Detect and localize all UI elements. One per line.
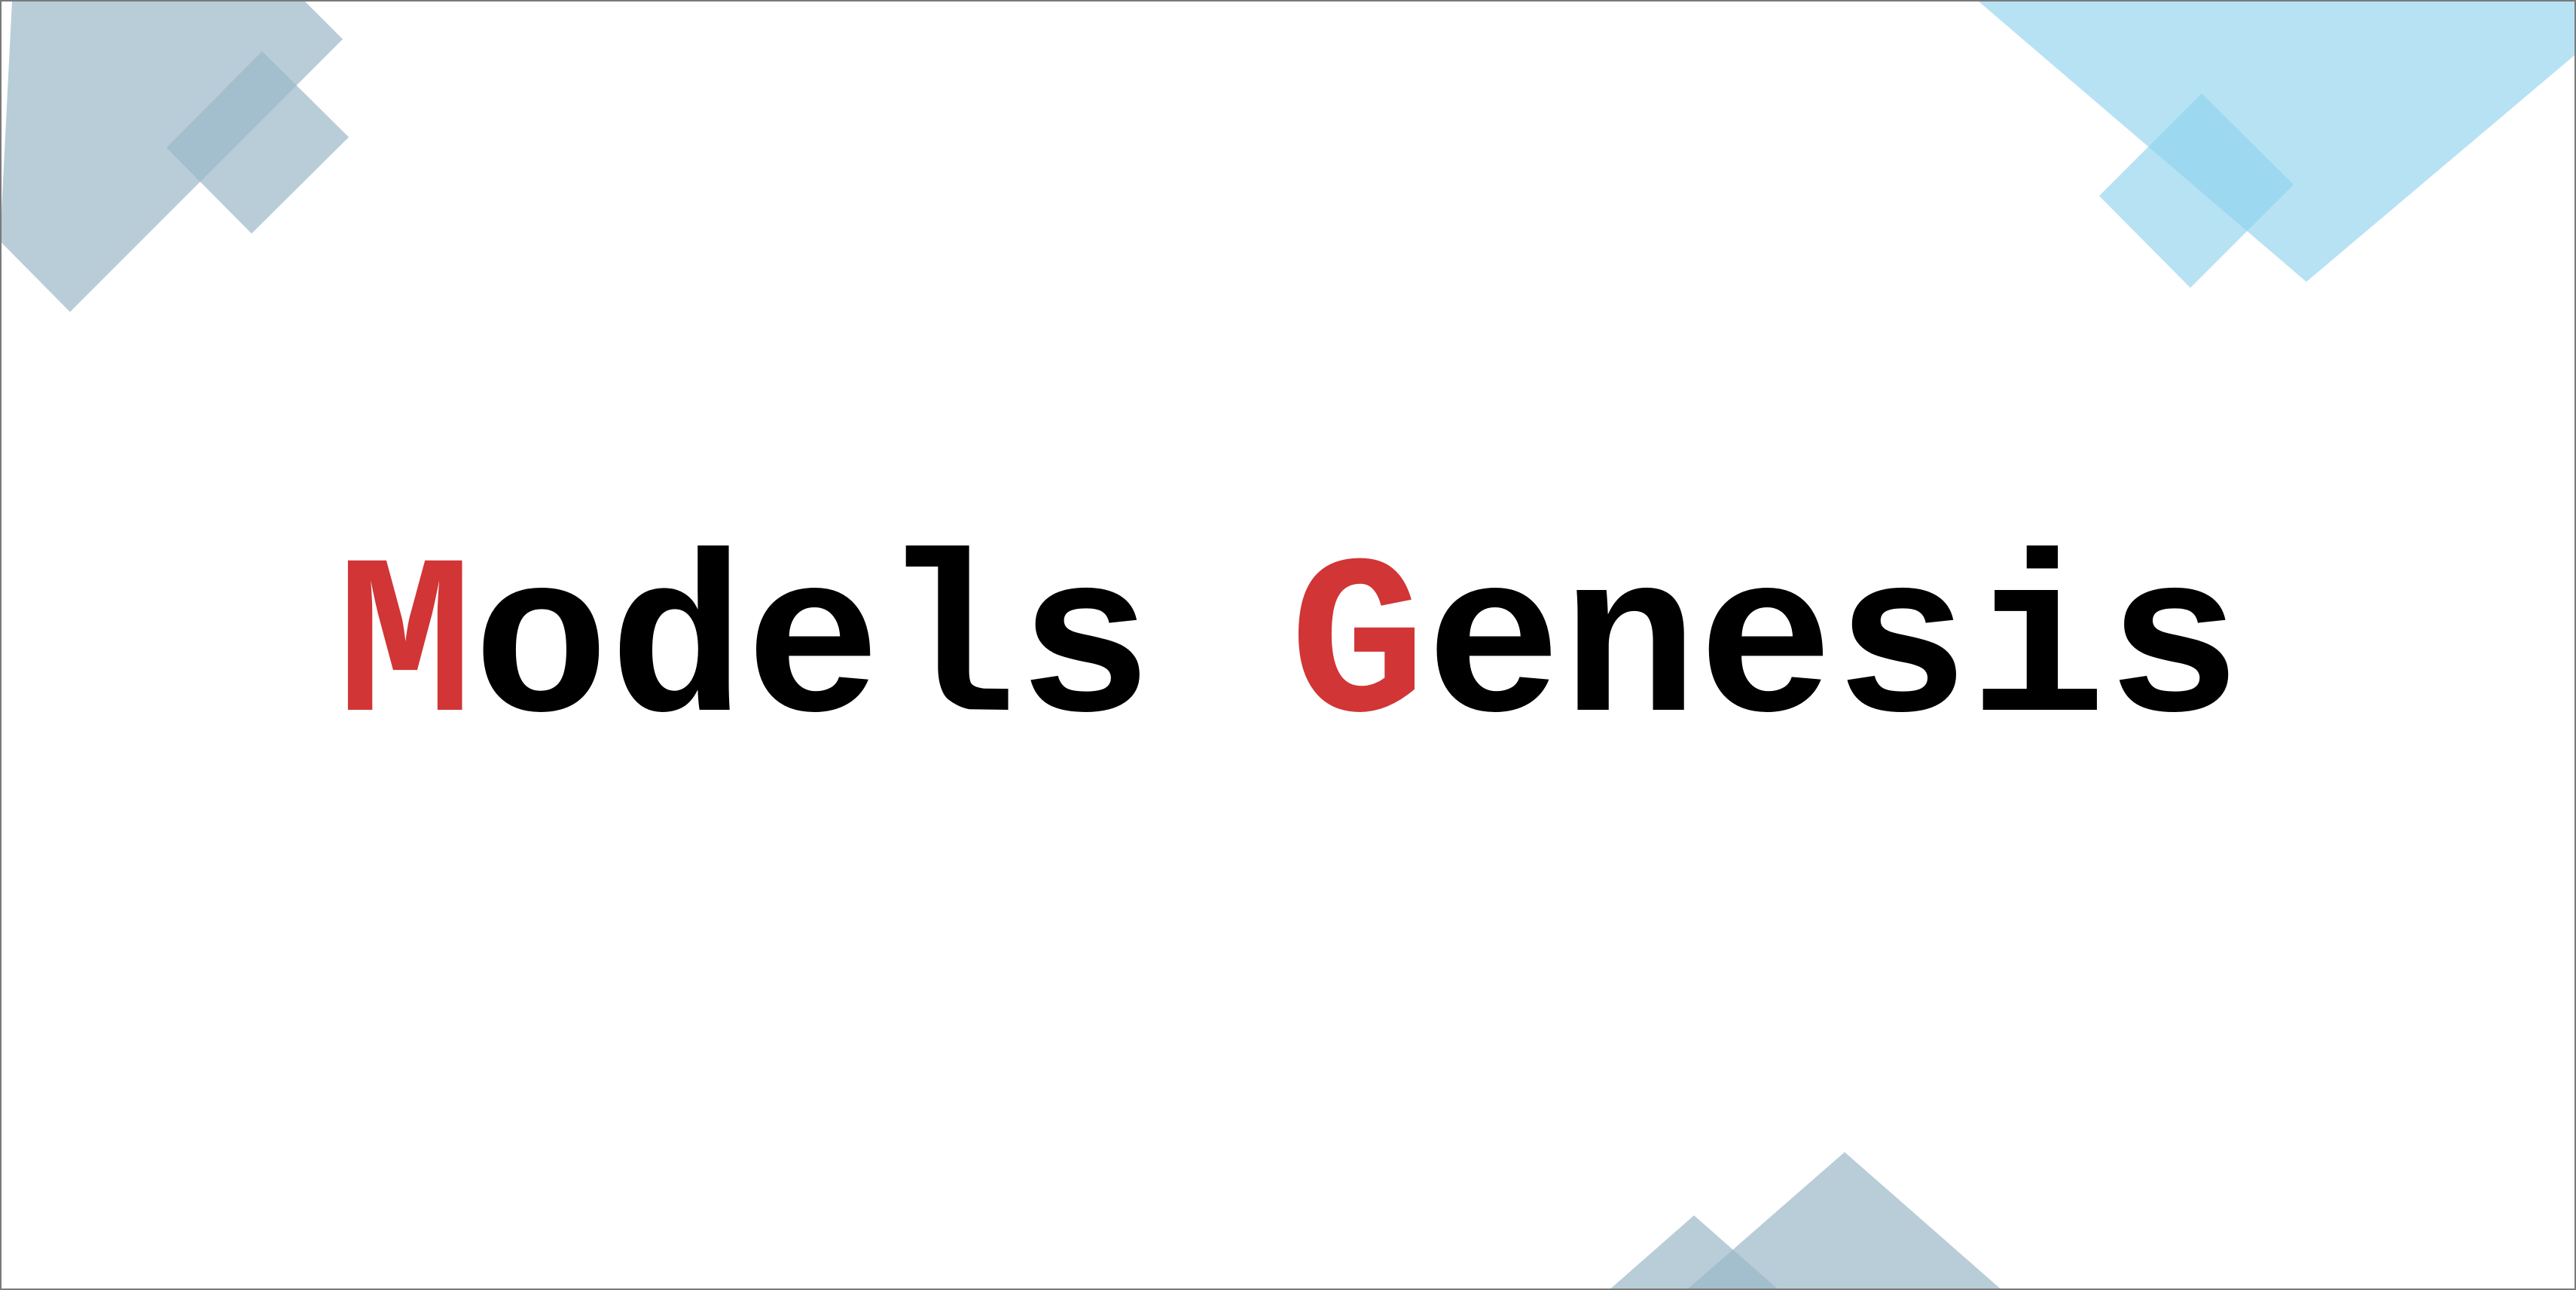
title-initial-g: G [1290, 521, 1426, 778]
top-right-small-diamond [2099, 93, 2294, 288]
top-left-small-diamond [166, 51, 349, 234]
top-right-large-triangle [1979, 2, 2574, 282]
title-word-genesis-rest: enesis [1425, 521, 2242, 778]
title-word-genesis: Genesis [1290, 536, 2242, 763]
title-word-models-rest: odels [473, 521, 1154, 778]
title-word-models: Models [337, 536, 1153, 763]
bottom-large-triangle [1688, 1152, 2001, 1288]
bottom-small-triangle [1610, 1215, 1778, 1288]
title-initial-m: M [337, 521, 474, 778]
title: Models Genesis [2, 536, 2574, 763]
